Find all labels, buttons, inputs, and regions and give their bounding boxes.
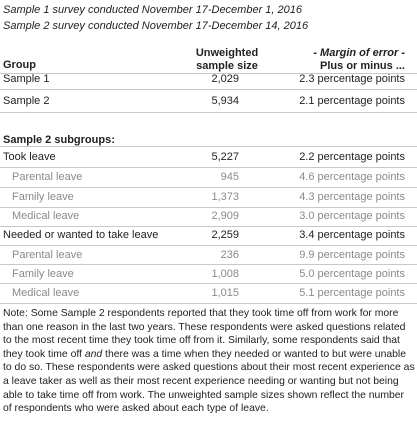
row-divider (0, 207, 417, 208)
row-margin-of-error: 4.3 percentage points (299, 191, 405, 203)
row-margin-of-error: 2.3 percentage points (299, 73, 405, 85)
row-margin-of-error: 3.4 percentage points (299, 229, 405, 241)
row-divider (0, 245, 417, 246)
row-margin-of-error: 5.0 percentage points (299, 268, 405, 280)
row-margin-of-error: 9.9 percentage points (299, 249, 405, 261)
sample-size-header-line1: Unweighted (195, 47, 259, 59)
row-label: Family leave (12, 268, 74, 280)
sample2-survey-dates: Sample 2 survey conducted November 17-De… (3, 20, 309, 32)
row-label: Family leave (12, 191, 74, 203)
row-divider (0, 89, 417, 90)
table-row: Parental leave 945 4.6 percentage points (0, 167, 417, 187)
table-row: Sample 1 2,029 2.3 percentage points (0, 69, 417, 89)
row-sample-size: 2,259 (211, 229, 239, 241)
table-row: Family leave 1,373 4.3 percentage points (0, 187, 417, 207)
note-emphasis: and (84, 348, 103, 360)
table-bottom-divider (0, 303, 417, 304)
row-label: Needed or wanted to take leave (3, 229, 159, 241)
note-text-end: there was a time when they needed or wan… (3, 348, 415, 415)
row-margin-of-error: 3.0 percentage points (299, 210, 405, 222)
methodology-note: Note: Some Sample 2 respondents reported… (3, 307, 415, 416)
moe-header-line1: - Margin of error - (313, 47, 405, 59)
row-label: Medical leave (12, 287, 80, 299)
subgroups-heading: Sample 2 subgroups: (3, 134, 115, 146)
row-sample-size: 2,909 (211, 210, 239, 222)
row-sample-size: 5,227 (211, 151, 239, 163)
table-row: Took leave 5,227 2.2 percentage points (0, 147, 417, 167)
row-sample-size: 2,029 (211, 73, 239, 85)
row-divider (0, 167, 417, 168)
sample-size-header-line2: sample size (196, 60, 258, 72)
row-label: Sample 1 (3, 73, 50, 85)
table-row: Family leave 1,008 5.0 percentage points (0, 264, 417, 284)
row-margin-of-error: 2.2 percentage points (299, 151, 405, 163)
row-label: Parental leave (12, 171, 83, 183)
table-row: Medical leave 2,909 3.0 percentage point… (0, 206, 417, 226)
row-divider (0, 112, 417, 113)
row-divider (0, 226, 417, 227)
row-divider (0, 146, 417, 147)
row-label: Sample 2 (3, 95, 50, 107)
row-divider (0, 283, 417, 284)
row-divider (0, 187, 417, 188)
row-sample-size: 945 (220, 171, 239, 183)
row-margin-of-error: 5.1 percentage points (299, 287, 405, 299)
header-divider (0, 73, 417, 74)
table-row: Needed or wanted to take leave 2,259 3.4… (0, 225, 417, 245)
row-label: Medical leave (12, 210, 80, 222)
row-margin-of-error: 2.1 percentage points (299, 95, 405, 107)
sample-size-column-header: Unweighted sample size (183, 47, 271, 73)
row-sample-size: 1,008 (211, 268, 239, 280)
table-row: Medical leave 1,015 5.1 percentage point… (0, 283, 417, 303)
moe-header-line2: Plus or minus ... (320, 60, 405, 72)
row-sample-size: 1,373 (211, 191, 239, 203)
row-margin-of-error: 4.6 percentage points (299, 171, 405, 183)
note-text-start: Note: Some Sample 2 respondents reported… (3, 308, 406, 360)
row-sample-size: 1,015 (211, 287, 239, 299)
sample1-survey-dates: Sample 1 survey conducted November 17-De… (3, 4, 302, 16)
group-column-header: Group (3, 59, 36, 71)
table-row: Parental leave 236 9.9 percentage points (0, 245, 417, 265)
row-label: Parental leave (12, 249, 83, 261)
row-divider (0, 264, 417, 265)
table-row: Sample 2 5,934 2.1 percentage points (0, 91, 417, 111)
row-sample-size: 236 (220, 249, 239, 261)
row-sample-size: 5,934 (211, 95, 239, 107)
row-label: Took leave (3, 151, 56, 163)
margin-of-error-column-header: - Margin of error - Plus or minus ... (280, 47, 405, 73)
